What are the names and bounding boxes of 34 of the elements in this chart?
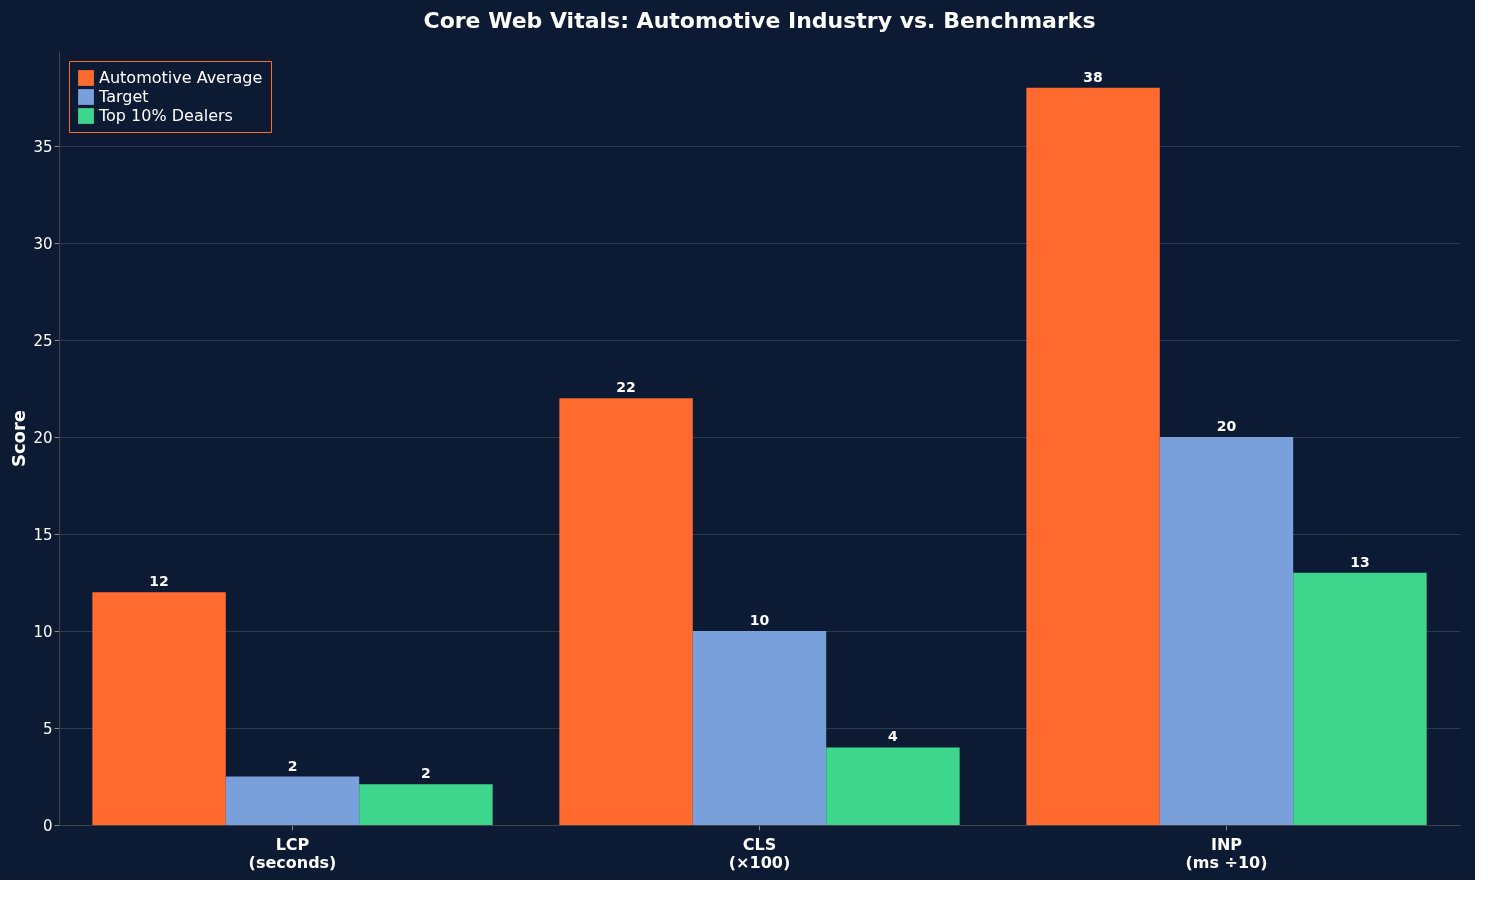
data-label: 10 [749,612,770,629]
bar [92,592,226,825]
bar [1159,437,1294,825]
x-tick-label: CLS (×100) [728,834,791,872]
y-tick-label: 10 [33,622,53,641]
legend-label: Top 10% Dealers [98,106,233,125]
data-label: 22 [616,379,636,396]
y-tick-label: 20 [33,428,53,447]
data-label: 13 [1350,553,1370,570]
legend-label: Target [98,87,149,106]
y-axis-title: Score [8,409,30,468]
bar [359,784,493,825]
bar [692,631,827,825]
data-label: 12 [149,573,169,590]
bar [1026,87,1160,825]
bar [559,398,693,825]
y-tick-label: 25 [33,331,53,350]
legend-label: Automotive Average [99,68,263,87]
y-tick-label: 5 [42,719,53,738]
y-tick-label: 0 [42,816,53,835]
y-tick-label: 15 [33,525,53,544]
data-label: 38 [1083,68,1103,85]
data-label: 2 [421,765,431,782]
bar [826,747,960,825]
bar [1293,572,1427,825]
bar [225,776,360,825]
chart-title: Core Web Vitals: Automotive Industry vs. Benchmarks [423,8,1096,33]
y-tick-label: 35 [33,137,53,156]
x-tick-label: LCP (seconds) [248,834,337,872]
data-label: 4 [888,728,899,745]
data-label: 20 [1216,418,1237,435]
x-tick-label: INP (ms ÷10) [1185,834,1268,872]
data-label: 2 [287,757,298,774]
y-tick-label: 30 [33,234,53,253]
